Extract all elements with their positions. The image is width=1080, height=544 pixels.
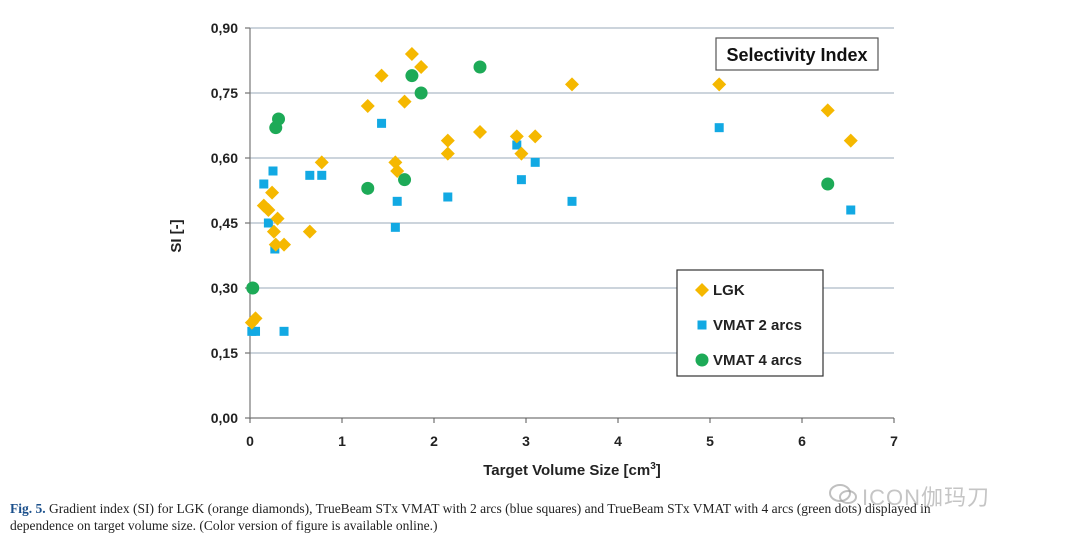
square-point xyxy=(567,196,577,206)
diamond-point xyxy=(265,185,280,200)
y-tick-label: 0,30 xyxy=(211,280,238,296)
legend-square-marker xyxy=(697,320,707,330)
circle-point xyxy=(821,177,835,191)
x-tick-label: 6 xyxy=(798,433,806,449)
diamond-point xyxy=(374,68,389,83)
diamond-point xyxy=(528,129,543,144)
diamond-point xyxy=(565,77,579,92)
legend-label: LGK xyxy=(713,282,745,299)
series-circle xyxy=(246,60,835,295)
diamond-point xyxy=(414,60,429,74)
legend-circle-marker xyxy=(695,353,709,367)
x-tick-label: 4 xyxy=(614,433,622,449)
diamond-point xyxy=(268,237,283,252)
annotation-box xyxy=(715,37,879,71)
caption-line2: dependence on target volume size. (Color… xyxy=(10,518,438,533)
circle-point xyxy=(414,86,428,100)
y-tick-label: 0,60 xyxy=(211,150,238,166)
diamond-point xyxy=(397,94,412,109)
diamond-point xyxy=(248,311,263,326)
series-diamond xyxy=(244,47,858,330)
diamond-point xyxy=(440,133,455,148)
x-tick-label: 7 xyxy=(890,433,898,449)
circle-point xyxy=(473,60,487,74)
diamond-point xyxy=(514,146,529,161)
x-tick-label: 3 xyxy=(522,433,530,449)
y-tick-label: 0,90 xyxy=(211,20,238,36)
y-tick-label: 0,00 xyxy=(211,410,238,426)
square-point xyxy=(530,157,540,167)
circle-point xyxy=(361,181,375,195)
square-point xyxy=(305,170,315,180)
annotation-text: Selectivity Index xyxy=(726,45,867,65)
x-tick-label: 0 xyxy=(246,433,254,449)
square-point xyxy=(317,170,327,180)
square-point xyxy=(279,326,289,336)
y-tick-labels: 0,00 0,15 0,30 0,45 0,60 0,75 0,90 xyxy=(211,20,238,426)
scatter-chart: 0,00 0,15 0,30 0,45 0,60 0,75 0,90 0 1 2 3 4 5 6 7 SI… xyxy=(168,20,898,479)
legend-label: VMAT 2 arcs xyxy=(713,317,802,334)
wechat-icon xyxy=(829,484,857,504)
square-point xyxy=(392,196,402,206)
square-point xyxy=(377,118,387,128)
circle-point xyxy=(405,69,419,83)
diamond-point xyxy=(302,224,317,239)
y-tick-label: 0,15 xyxy=(211,345,238,361)
circle-point xyxy=(272,112,286,126)
x-axis-label: Target Volume Size [cm3] xyxy=(483,461,661,479)
square-point xyxy=(443,192,453,202)
square-point xyxy=(251,326,261,336)
diamond-point xyxy=(314,155,329,170)
caption-line1: Gradient index (SI) for LGK (orange diam… xyxy=(49,501,931,516)
diamond-point xyxy=(404,47,419,61)
diamond-point xyxy=(277,237,292,252)
square-point xyxy=(259,179,269,189)
x-tick-label: 5 xyxy=(706,433,714,449)
figure-caption: Fig. 5. Gradient index (SI) for LGK (ora… xyxy=(10,500,1070,534)
x-tick-labels: 0 1 2 3 4 5 6 7 xyxy=(246,433,898,449)
data-points xyxy=(244,47,858,336)
x-tick-label: 2 xyxy=(430,433,438,449)
square-point xyxy=(714,123,724,133)
diamond-point xyxy=(820,103,835,118)
circle-point xyxy=(398,173,412,187)
axes xyxy=(249,28,895,423)
y-tick-label: 0,75 xyxy=(211,85,238,101)
caption-label: Fig. 5. xyxy=(10,501,46,516)
legend-label: VMAT 4 arcs xyxy=(713,352,802,369)
square-point xyxy=(390,222,400,232)
x-tick-label: 1 xyxy=(338,433,346,449)
diamond-point xyxy=(440,146,455,161)
watermark: ICON伽玛刀 xyxy=(862,485,991,510)
diamond-point xyxy=(509,129,524,144)
square-point xyxy=(516,175,526,185)
diamond-point xyxy=(843,133,858,148)
square-point xyxy=(846,205,856,215)
diamond-point xyxy=(712,77,727,92)
circle-point xyxy=(246,281,260,295)
square-point xyxy=(268,166,278,176)
legend-diamond-marker xyxy=(695,283,709,297)
diamond-point xyxy=(360,99,375,113)
y-tick-label: 0,45 xyxy=(211,215,238,231)
square-point xyxy=(512,140,522,150)
diamond-point xyxy=(266,224,281,239)
y-axis-label: SI [-] xyxy=(168,219,185,252)
selectivity-index-box: Selectivity Index xyxy=(715,37,879,71)
diamond-point xyxy=(261,203,276,217)
diamond-point xyxy=(473,125,487,139)
square-point xyxy=(263,218,273,228)
diamond-point xyxy=(270,211,285,226)
legend: LGK VMAT 2 arcs VMAT 4 arcs xyxy=(676,269,824,377)
